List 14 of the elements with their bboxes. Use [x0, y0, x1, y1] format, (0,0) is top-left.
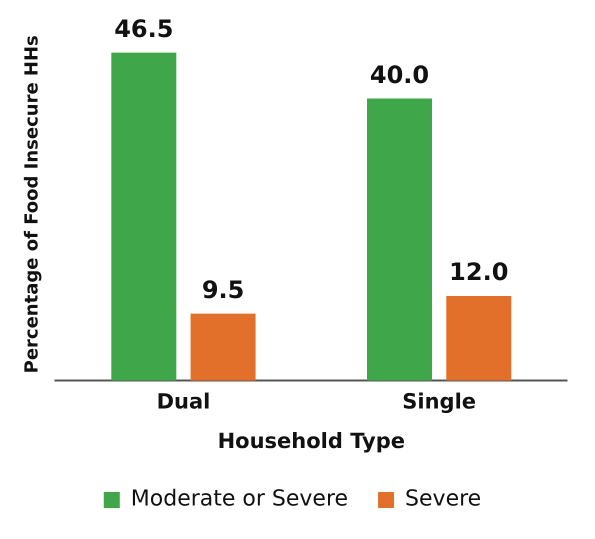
bar	[446, 296, 512, 381]
y-axis-title: Percentage of Food Insecure HHs	[21, 35, 42, 374]
bar	[190, 314, 256, 381]
data-label: 12.0	[449, 258, 508, 286]
legend-label: Moderate or Severe	[130, 486, 348, 512]
x-axis-title: Household Type	[218, 428, 406, 453]
legend-label: Severe	[405, 486, 482, 512]
data-label: 40.0	[370, 60, 430, 89]
data-label: 46.5	[114, 14, 174, 43]
bar	[111, 52, 176, 381]
x-tick-label: Dual	[156, 390, 210, 414]
bar	[367, 98, 432, 381]
x-tick-label: Single	[402, 390, 476, 414]
data-label: 9.5	[202, 276, 244, 304]
